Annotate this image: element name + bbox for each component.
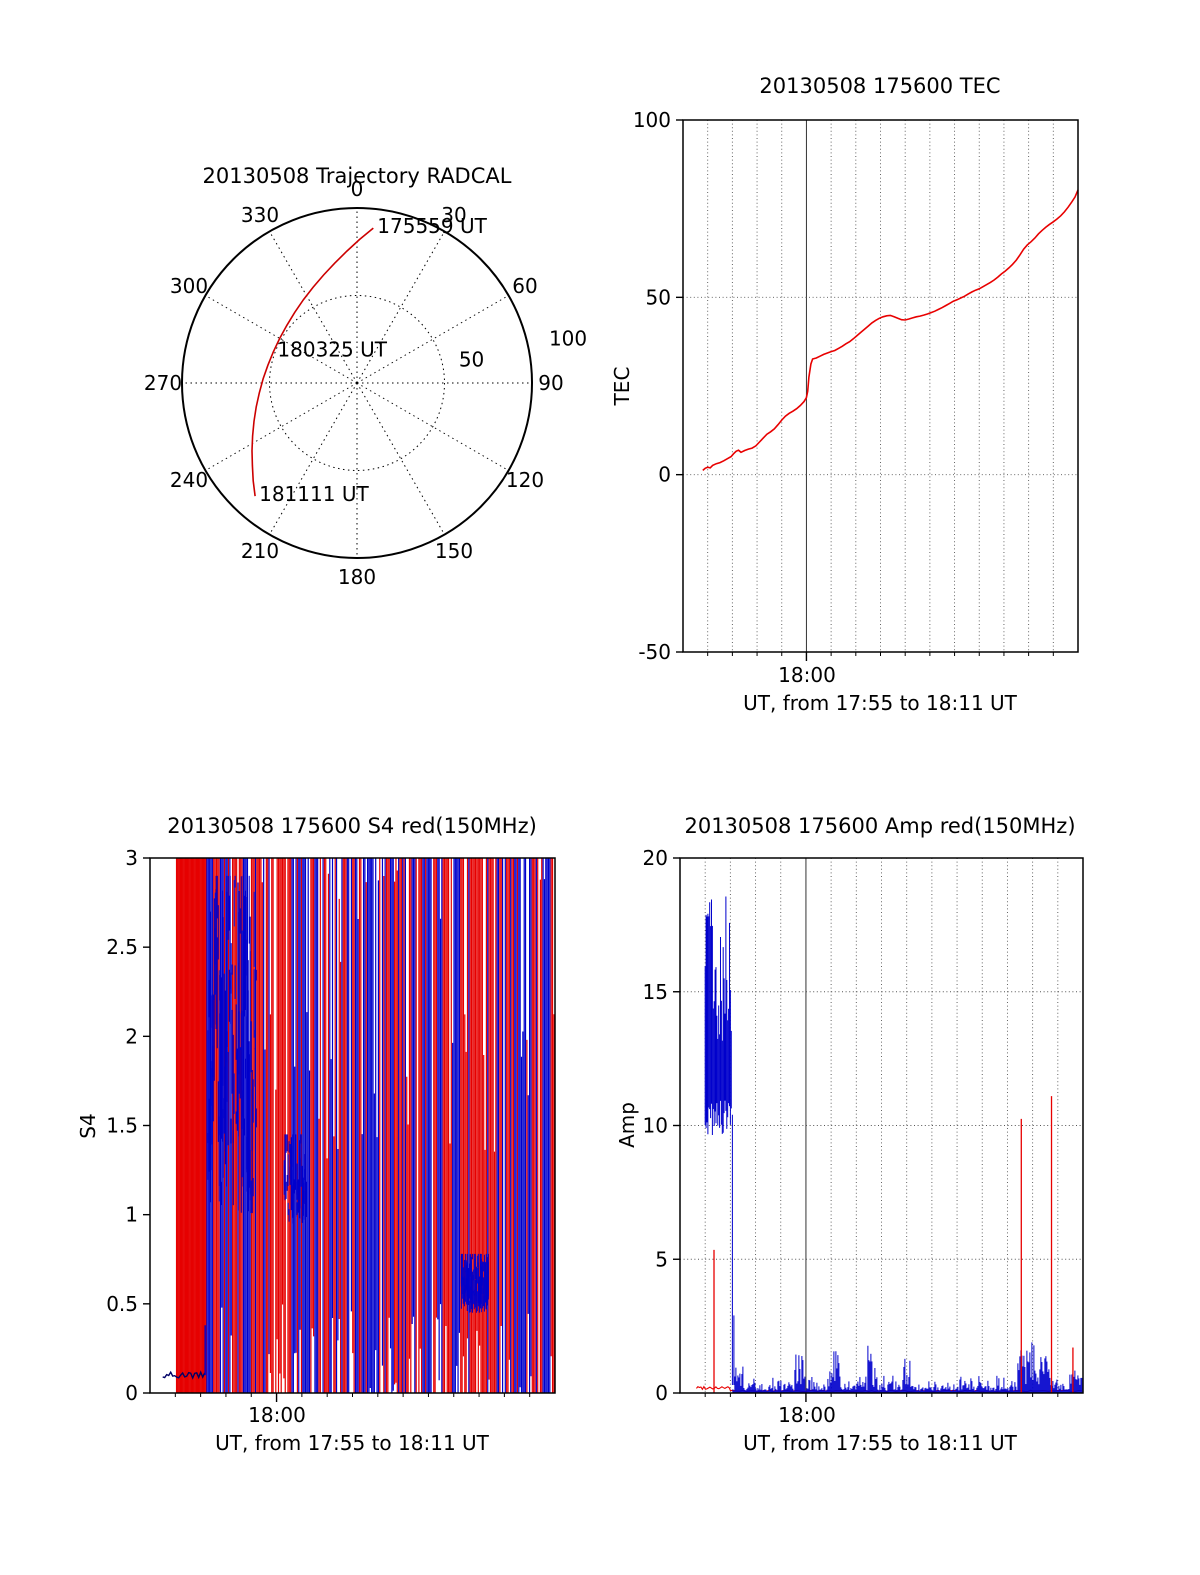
tec-x-axis-label: UT, from 17:55 to 18:11 UT bbox=[743, 691, 1017, 715]
svg-text:180: 180 bbox=[338, 565, 376, 589]
svg-text:150: 150 bbox=[435, 539, 473, 563]
tec-chart: -50 0 50 100 bbox=[633, 108, 1079, 664]
tec-xtick-1800: 18:00 bbox=[778, 663, 836, 687]
svg-text:180325 UT: 180325 UT bbox=[277, 338, 387, 362]
s4-chart: 0 0.5 1 1.5 2 2.5 3 bbox=[106, 846, 556, 1405]
s4-x-axis-label: UT, from 17:55 to 18:11 UT bbox=[215, 1431, 489, 1455]
svg-text:270: 270 bbox=[144, 371, 182, 395]
svg-text:240: 240 bbox=[170, 468, 208, 492]
svg-text:100: 100 bbox=[633, 108, 671, 132]
svg-text:0: 0 bbox=[351, 177, 364, 201]
svg-text:60: 60 bbox=[512, 274, 537, 298]
trajectory-title: 20130508 Trajectory RADCAL bbox=[202, 164, 512, 188]
svg-text:181111 UT: 181111 UT bbox=[259, 482, 369, 506]
tec-title: 20130508 175600 TEC bbox=[759, 74, 1001, 98]
svg-text:2.5: 2.5 bbox=[106, 935, 138, 959]
svg-text:0.5: 0.5 bbox=[106, 1292, 138, 1316]
svg-text:1: 1 bbox=[125, 1203, 138, 1227]
svg-text:175559 UT: 175559 UT bbox=[377, 214, 487, 238]
svg-text:210: 210 bbox=[241, 539, 279, 563]
svg-text:50: 50 bbox=[646, 285, 671, 309]
amp-xtick-1800: 18:00 bbox=[778, 1403, 836, 1427]
amp-x-axis-label: UT, from 17:55 to 18:11 UT bbox=[743, 1431, 1017, 1455]
svg-text:-50: -50 bbox=[638, 640, 671, 664]
svg-text:10: 10 bbox=[643, 1114, 668, 1138]
svg-text:120: 120 bbox=[506, 468, 544, 492]
svg-text:0: 0 bbox=[655, 1381, 668, 1405]
svg-text:15: 15 bbox=[643, 980, 668, 1004]
svg-text:3: 3 bbox=[125, 846, 138, 870]
s4-title: 20130508 175600 S4 red(150MHz) bbox=[167, 814, 537, 838]
svg-text:2: 2 bbox=[125, 1024, 138, 1048]
s4-xtick-1800: 18:00 bbox=[248, 1403, 306, 1427]
trajectory-polar-chart: 0 30 60 90 120 150 180 210 240 270 300 330 50 100 1755… bbox=[144, 177, 587, 589]
svg-text:1.5: 1.5 bbox=[106, 1114, 138, 1138]
svg-text:5: 5 bbox=[655, 1247, 668, 1271]
svg-text:0: 0 bbox=[658, 463, 671, 487]
svg-text:50: 50 bbox=[459, 347, 484, 371]
svg-text:30: 30 bbox=[441, 203, 466, 227]
amp-chart: 0 5 10 15 20 bbox=[643, 846, 1084, 1405]
svg-text:20: 20 bbox=[643, 846, 668, 870]
svg-text:330: 330 bbox=[241, 203, 279, 227]
svg-text:100: 100 bbox=[549, 327, 587, 351]
amp-title: 20130508 175600 Amp red(150MHz) bbox=[684, 814, 1076, 838]
svg-text:0: 0 bbox=[125, 1381, 138, 1405]
svg-text:300: 300 bbox=[170, 274, 208, 298]
svg-text:90: 90 bbox=[538, 371, 563, 395]
